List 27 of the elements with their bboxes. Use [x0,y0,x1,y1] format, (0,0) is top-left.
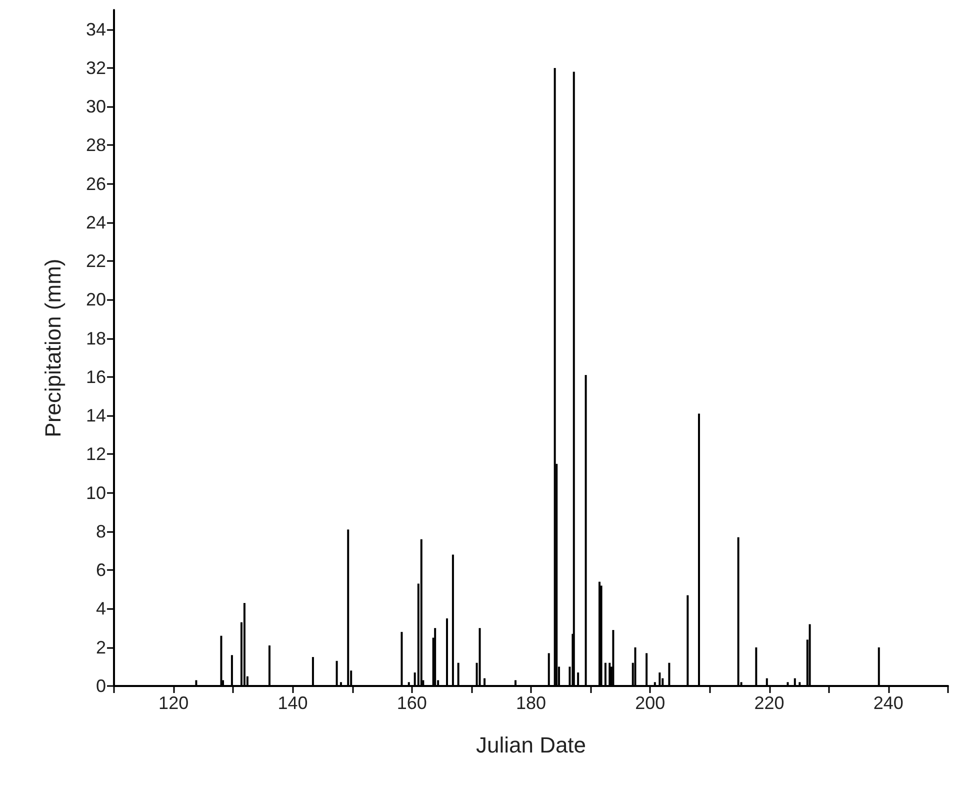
y-tick-label: 30 [86,96,106,117]
y-tick-label: 4 [96,598,106,619]
y-tick-label: 34 [86,19,106,40]
y-tick-label: 2 [96,637,106,658]
x-tick-label: 180 [516,693,546,713]
y-axis-title: Precipitation (mm) [40,258,66,438]
y-tick-label: 14 [86,406,106,426]
y-tick-label: 32 [86,58,106,78]
y-tick-label: 26 [86,174,106,194]
x-axis-title: Julian Date [476,732,586,758]
y-tick-label: 0 [96,676,106,696]
x-tick-label: 120 [158,693,189,713]
x-tick-label: 240 [873,693,904,713]
y-tick-label: 16 [86,366,106,387]
x-tick-label: 220 [754,693,784,713]
y-tick-label: 18 [86,328,106,348]
x-tick-label: 160 [396,693,427,713]
y-tick-label: 24 [86,212,106,232]
x-tick-label: 200 [635,693,666,713]
y-tick-label: 22 [86,251,106,272]
y-tick-label: 20 [86,290,106,310]
y-tick-label: 12 [86,444,106,464]
y-tick-label: 8 [96,521,106,542]
x-tick-label: 140 [278,693,308,713]
y-tick-label: 6 [96,560,106,580]
y-tick-label: 10 [86,482,106,503]
y-tick-label: 28 [86,135,106,156]
